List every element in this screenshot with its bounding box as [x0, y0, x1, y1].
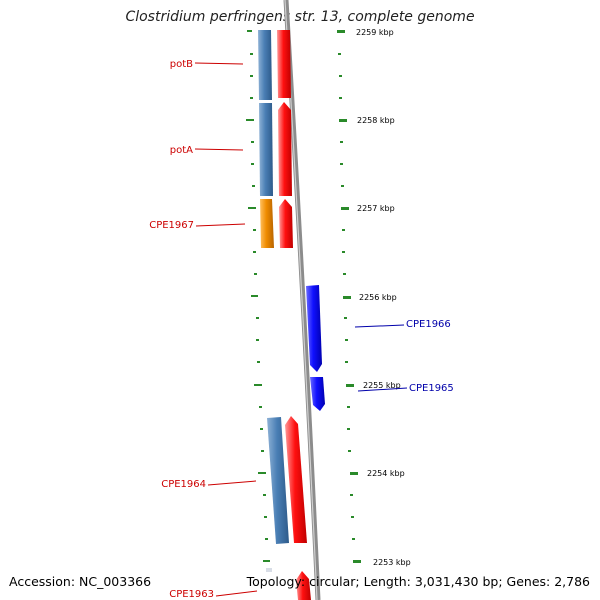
gene-labels: potB potA CPE1967 CPE1966 CPE1965 CPE196…: [149, 59, 454, 600]
scale-label: 2253 kbp: [373, 558, 411, 567]
map-title: Clostridium perfringens str. 13, complet…: [125, 9, 475, 25]
genome-backbone: [283, 0, 321, 600]
scale-labels: 2259 kbp 2258 kbp 2257 kbp 2256 kbp 2255…: [356, 28, 411, 567]
leader-line-CPE1963: [215, 590, 258, 597]
accession-text: Accession: NC_003366: [9, 574, 152, 589]
cds-arrow-potA[interactable]: [278, 102, 292, 196]
scale-label: 2258 kbp: [357, 116, 395, 125]
gene-label-potA[interactable]: potA: [170, 145, 193, 156]
forward-cds-track: [277, 30, 311, 600]
gene-label-CPE1966[interactable]: CPE1966: [406, 319, 451, 330]
gene-label-CPE1964[interactable]: CPE1964: [161, 479, 206, 490]
cds-arrow-CPE1967[interactable]: [279, 199, 293, 248]
cds-arrow-CPE1965[interactable]: [310, 377, 325, 411]
cds-arrow-CPE1963[interactable]: [296, 571, 311, 600]
gene-block[interactable]: [258, 30, 272, 100]
cds-arrow-CPE1964[interactable]: [285, 416, 307, 543]
reverse-cds-track: [306, 285, 325, 411]
scale-label: 2259 kbp: [356, 28, 394, 37]
minor-feature: [266, 568, 272, 572]
leader-lines: [194, 62, 408, 597]
gene-label-CPE1965[interactable]: CPE1965: [409, 383, 454, 394]
gene-label-CPE1963[interactable]: CPE1963: [169, 589, 214, 600]
inner-tick-track: [246, 30, 270, 562]
leader-line-CPE1965: [357, 387, 408, 392]
gene-block[interactable]: [267, 417, 289, 544]
leader-line-CPE1967: [195, 223, 246, 227]
leader-line-CPE1966: [354, 324, 405, 328]
gene-block[interactable]: [259, 103, 273, 196]
topology-text: Topology: circular; Length: 3,031,430 bp…: [246, 574, 590, 589]
leader-line-potB: [194, 62, 244, 65]
gene-block-orange[interactable]: [260, 199, 274, 248]
leader-line-CPE1964: [207, 480, 257, 486]
gene-block-track: [258, 30, 289, 544]
outer-tick-track: [337, 30, 361, 563]
scale-label: 2255 kbp: [363, 381, 401, 390]
scale-label: 2257 kbp: [357, 204, 395, 213]
gene-label-potB[interactable]: potB: [170, 59, 193, 70]
gene-label-CPE1967[interactable]: CPE1967: [149, 220, 194, 231]
leader-line-potA: [194, 148, 244, 151]
scale-label: 2254 kbp: [367, 469, 405, 478]
scale-label: 2256 kbp: [359, 293, 397, 302]
cds-arrow-CPE1966[interactable]: [306, 285, 322, 372]
cds-arrow-potB[interactable]: [277, 30, 291, 98]
